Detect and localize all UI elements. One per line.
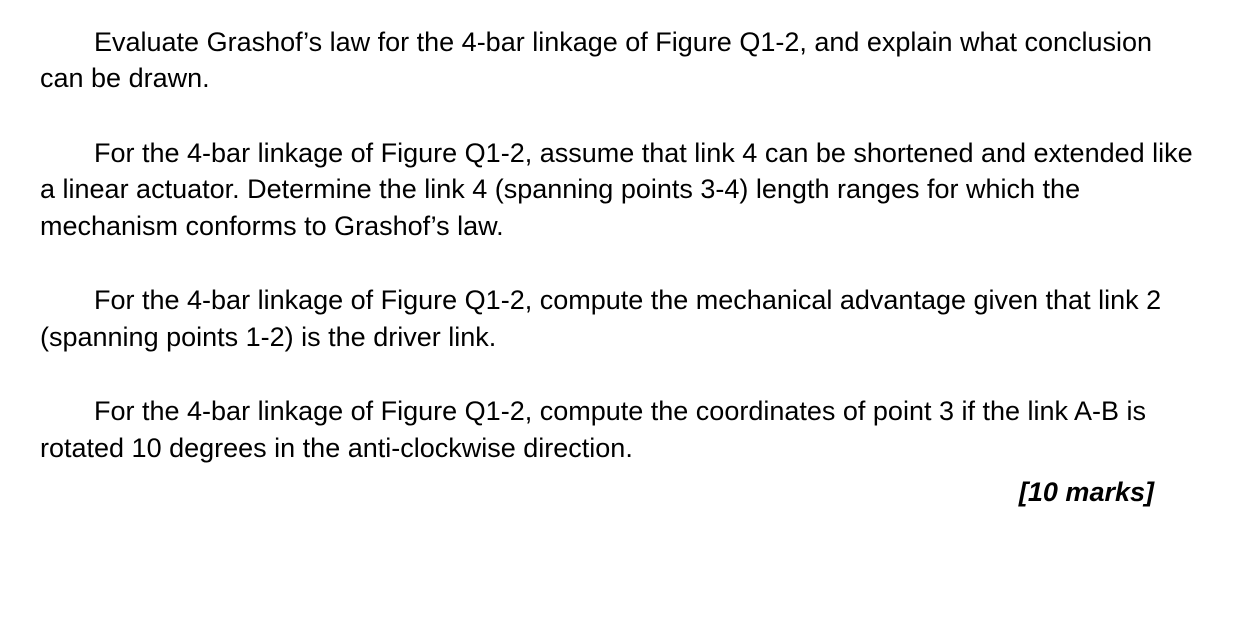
question-page: Evaluate Grashof’s law for the 4-bar lin… (0, 0, 1234, 620)
paragraph-2: For the 4-bar linkage of Figure Q1-2, as… (40, 135, 1194, 244)
paragraph-1: Evaluate Grashof’s law for the 4-bar lin… (40, 24, 1194, 97)
paragraph-4: For the 4-bar linkage of Figure Q1-2, co… (40, 393, 1194, 466)
paragraph-3: For the 4-bar linkage of Figure Q1-2, co… (40, 282, 1194, 355)
marks-label: [10 marks] (40, 474, 1194, 510)
